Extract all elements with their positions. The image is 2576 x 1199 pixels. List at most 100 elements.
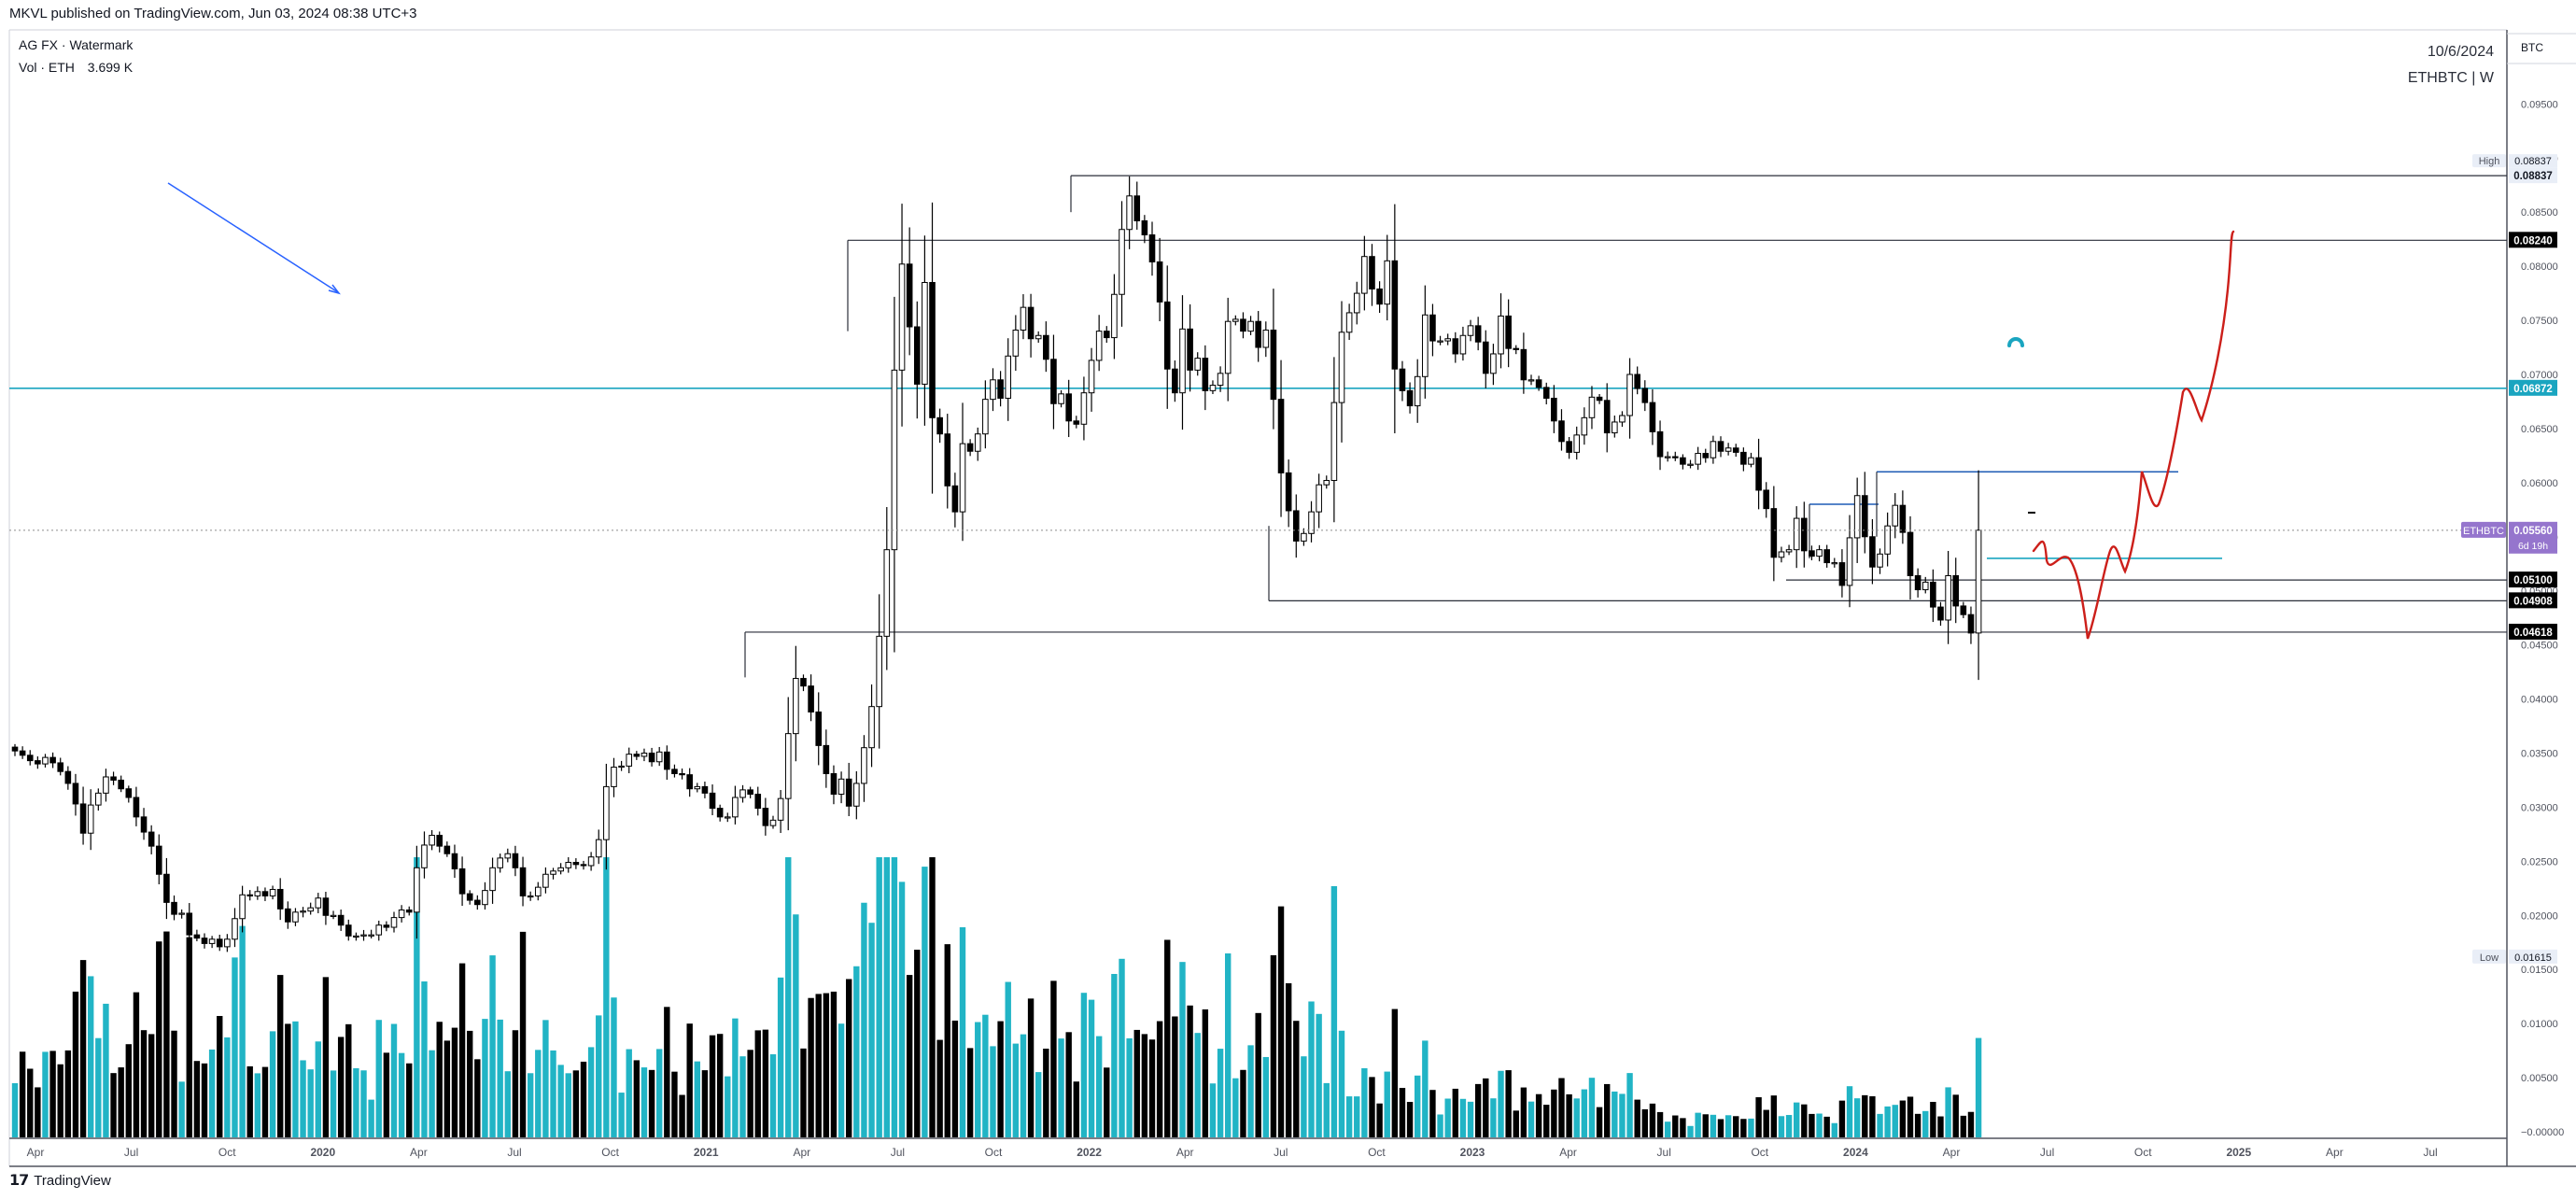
volume-bar	[307, 1069, 314, 1137]
volume-bar	[1316, 1013, 1322, 1137]
time-axis[interactable]: Apr Jul Oct 2020 Apr Jul Oct 2021 Apr Jul Oct 2022 A…	[27, 1146, 2438, 1159]
volume-bar	[1816, 1113, 1823, 1137]
candle-bear	[519, 867, 527, 896]
volume-bar	[171, 1030, 177, 1137]
candle-bear	[1406, 389, 1414, 407]
candle-bull	[1975, 529, 1982, 634]
volume-bar	[1687, 1125, 1694, 1137]
price-label-high: 0.08837	[2513, 171, 2553, 182]
candle-bear	[1732, 447, 1739, 453]
candle-bull	[898, 263, 906, 371]
volume-bar	[966, 1048, 974, 1137]
volume-bars	[11, 857, 1982, 1137]
volume-bar	[1922, 1110, 1929, 1137]
volume-bar	[1088, 999, 1095, 1137]
candle-bear	[800, 678, 807, 687]
candle-bear	[186, 912, 193, 936]
blue-arrow-drawing[interactable]	[167, 182, 339, 293]
candle-bull	[1301, 532, 1307, 542]
candle-bull	[769, 819, 777, 826]
volume-bar	[315, 1041, 321, 1137]
volume-bar	[118, 1067, 124, 1137]
candle-bull	[542, 873, 549, 888]
volume-bar	[208, 1049, 216, 1137]
volume-bar	[754, 1030, 761, 1137]
candle-bear	[936, 416, 943, 435]
candle-bear	[1073, 420, 1080, 425]
candle-bull	[611, 767, 617, 787]
candle-bear	[35, 760, 41, 765]
candle-bull	[1793, 517, 1800, 551]
volume-bar	[1194, 1033, 1201, 1137]
candle-bull	[1724, 447, 1732, 452]
volume-bar	[1330, 885, 1338, 1137]
candle-bull	[1612, 421, 1618, 434]
candle-bull	[232, 918, 238, 940]
candle-bull	[1892, 504, 1899, 527]
volume-bar	[1073, 1081, 1079, 1137]
volume-bar	[1490, 1098, 1497, 1137]
volume-bar	[1914, 1113, 1921, 1137]
candle-bear	[125, 788, 133, 798]
candle-bear	[1148, 234, 1156, 262]
forecast-path-drawing[interactable]	[2032, 230, 2235, 640]
volume-bar	[467, 1030, 473, 1137]
volume-bar	[853, 966, 860, 1137]
volume-bar	[330, 1070, 337, 1137]
volume-bar	[1050, 980, 1057, 1137]
candle-bull	[1467, 325, 1474, 336]
candle-bull	[1945, 574, 1951, 621]
volume-bar	[861, 902, 867, 1137]
volume-bar	[1801, 1104, 1808, 1137]
magnet-icon[interactable]	[2007, 337, 2024, 347]
candle-bull	[1619, 415, 1626, 423]
candle-bull	[784, 733, 792, 799]
volume-bar	[1483, 1078, 1489, 1137]
candle-bull	[1224, 320, 1232, 374]
volume-bar	[1862, 1094, 1868, 1137]
x-tick-label: Oct	[1368, 1146, 1386, 1159]
candle-bear	[1838, 562, 1846, 586]
volume-bar	[443, 1040, 451, 1137]
candle-bull	[1353, 292, 1360, 314]
candle-bear	[845, 778, 852, 807]
candle-bull	[1058, 393, 1064, 404]
volume-bar	[1391, 1009, 1399, 1137]
tradingview-logo[interactable]: 𝟭𝟳 TradingView	[9, 1171, 111, 1190]
high-value-box	[2509, 154, 2557, 168]
candle-bull	[618, 765, 625, 769]
volume-bar	[125, 1044, 132, 1137]
volume-bar	[1095, 1036, 1103, 1137]
y-tick-label: 0.06000	[2521, 478, 2558, 489]
legend-title: AG FX · Watermark	[19, 37, 134, 52]
candle-bull	[1573, 434, 1581, 453]
candle-bear	[1240, 318, 1246, 332]
volume-bar	[1604, 1083, 1611, 1137]
candle-bull	[777, 797, 784, 821]
volume-bar	[345, 1023, 352, 1137]
volume-bar	[1338, 1030, 1345, 1137]
volume-bar	[671, 1071, 678, 1137]
tradingview-logo-icon: 𝟭𝟳	[9, 1173, 29, 1189]
volume-bar	[1695, 1112, 1701, 1137]
candle-bull	[414, 867, 420, 913]
candle-bear	[1065, 393, 1072, 422]
volume-bar	[489, 955, 496, 1137]
candle-bear	[118, 779, 124, 790]
volume-bar	[1899, 1100, 1907, 1137]
candle-bull	[587, 856, 595, 867]
volume-bar	[1452, 1088, 1458, 1137]
volume-bar	[1581, 1089, 1588, 1137]
x-tick-label: Apr	[2326, 1146, 2344, 1159]
candle-bear	[155, 845, 162, 875]
candle-bull	[1884, 525, 1891, 555]
candle-bear	[701, 785, 709, 794]
y-tick-label: 0.01500	[2521, 965, 2558, 976]
volume-bar	[1399, 1088, 1406, 1137]
price-axis[interactable]: 0.095000.090000.085000.080000.075000.070…	[2521, 99, 2564, 1138]
candle-bull	[315, 897, 322, 909]
candle-bull	[360, 934, 367, 937]
volume-bar	[876, 857, 882, 1137]
candle-bull	[1088, 360, 1095, 394]
